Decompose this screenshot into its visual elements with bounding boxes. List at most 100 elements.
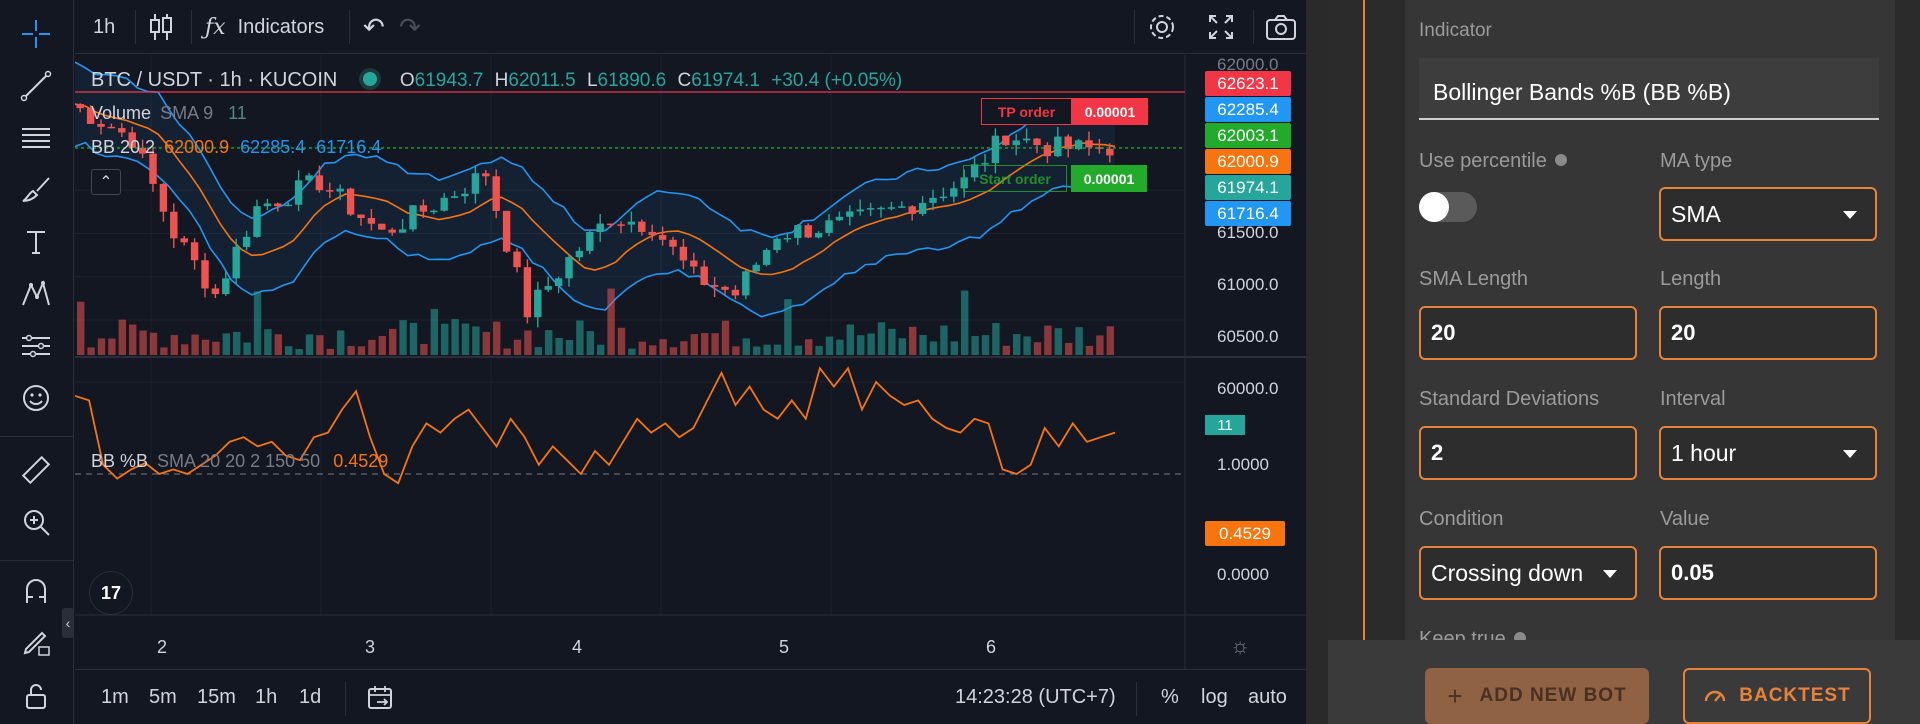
emoji-icon[interactable] (16, 378, 56, 418)
collapse-legend-button[interactable]: ⌃ (91, 169, 121, 195)
trend-line-icon[interactable] (16, 66, 56, 106)
interval-button[interactable]: 1h (93, 15, 116, 38)
candle-body (866, 208, 875, 210)
pattern-icon[interactable] (16, 274, 56, 314)
undo-icon[interactable]: ↶ (363, 11, 385, 42)
volume-bar (867, 333, 875, 355)
candle-body (523, 267, 532, 318)
volume-bar (690, 334, 698, 355)
candle-body (1085, 140, 1093, 148)
value-input[interactable]: 0.05 (1659, 546, 1877, 600)
info-icon[interactable] (1513, 631, 1526, 640)
bbpct-legend: BB %B SMA 20 20 2 150 50 0.4529 (91, 451, 389, 471)
price-tag-bb-basis: 62000.9 (1205, 149, 1291, 174)
length-input[interactable]: 20 (1659, 306, 1877, 360)
ruler-icon[interactable] (16, 450, 56, 490)
price-chart[interactable]: BTC / USDT · 1h · KUCOIN O61943.7 H62011… (75, 55, 1306, 669)
zoom-in-icon[interactable] (16, 502, 56, 542)
brush-icon[interactable] (16, 170, 56, 210)
volume-bar (846, 324, 854, 355)
unlock-icon[interactable] (16, 676, 56, 716)
volume-bar (181, 344, 189, 355)
calendar-range-icon[interactable] (367, 670, 393, 724)
volume-bar (129, 324, 137, 355)
range-15m[interactable]: 15m (197, 686, 236, 708)
candle-body (658, 235, 667, 240)
candle-body (346, 188, 355, 215)
candle-body (565, 257, 573, 279)
range-1m[interactable]: 1m (101, 686, 129, 708)
prediction-icon[interactable] (16, 326, 56, 366)
interval-select[interactable]: 1 hour (1659, 426, 1877, 480)
volume-bar (77, 301, 85, 355)
sma-length-input[interactable]: 20 (1419, 306, 1637, 360)
volume-bar (274, 334, 282, 355)
horizontal-lines-icon[interactable] (16, 118, 56, 158)
volume-bar (836, 339, 844, 355)
std-dev-input[interactable]: 2 (1419, 426, 1637, 480)
settings-gear-icon[interactable] (1147, 0, 1177, 54)
tradingview-logo[interactable]: 17 (89, 571, 133, 615)
redo-icon[interactable]: ↷ (399, 11, 421, 42)
magnet-icon[interactable] (16, 572, 56, 612)
ma-type-select[interactable]: SMA (1659, 187, 1877, 241)
candles-icon[interactable] (147, 0, 175, 54)
osc-tag: 0.4529 (1205, 521, 1285, 546)
volume-bar (1033, 342, 1042, 355)
fullscreen-icon[interactable] (1207, 0, 1235, 54)
percent-scale-toggle[interactable]: % (1161, 686, 1179, 708)
volume-bar (649, 345, 657, 355)
range-1h[interactable]: 1h (255, 686, 278, 708)
range-1d[interactable]: 1d (299, 686, 322, 708)
lock-drawings-icon[interactable] (16, 622, 56, 662)
candle-body (752, 264, 760, 272)
interval-label: Interval (1660, 388, 1726, 410)
add-new-bot-button[interactable]: + ADD NEW BOT (1425, 668, 1649, 724)
camera-icon[interactable] (1265, 0, 1297, 54)
candle-body (190, 242, 199, 261)
candle-body (409, 205, 417, 230)
backtest-button[interactable]: BACKTEST (1683, 668, 1871, 724)
indicator-select[interactable]: Bollinger Bands %B (BB %B) (1419, 58, 1879, 120)
candle-body (700, 266, 708, 286)
candle-body (1043, 145, 1052, 157)
candle-body (263, 203, 272, 207)
volume-bar (222, 333, 230, 355)
chart-canvas[interactable] (75, 55, 1306, 669)
candle-body (242, 236, 251, 247)
log-scale-toggle[interactable]: log (1201, 686, 1228, 708)
candle-body (908, 206, 916, 214)
volume-bar (773, 344, 782, 355)
candle-body (149, 153, 157, 184)
volume-bar (701, 333, 709, 355)
price-level-61000: 61000.0 (1217, 275, 1279, 294)
auto-scale-toggle[interactable]: auto (1248, 686, 1287, 708)
range-5m[interactable]: 5m (149, 686, 177, 708)
panel-divider (1306, 0, 1328, 724)
volume-bar (524, 330, 532, 355)
info-icon[interactable] (1554, 153, 1567, 166)
candle-body (170, 211, 178, 239)
volume-bar (139, 330, 147, 355)
use-percentile-toggle[interactable] (1419, 192, 1477, 222)
candle-body (710, 285, 719, 287)
candle-body (1002, 135, 1010, 146)
volume-bar (420, 343, 428, 355)
volume-bar (451, 319, 459, 355)
candle-body (669, 239, 677, 247)
candle-body (76, 103, 84, 109)
collapse-toolbar-arrow[interactable]: ‹ (62, 608, 74, 638)
axis-settings-icon[interactable]: ☼ (1230, 633, 1251, 658)
indicator-form: Indicator Bollinger Bands %B (BB %B) Use… (1405, 0, 1895, 640)
crosshair-icon[interactable] (16, 14, 56, 54)
volume-tag: 11 (1205, 415, 1245, 435)
candle-body (367, 218, 376, 224)
candle-body (554, 278, 563, 287)
text-icon[interactable] (16, 222, 56, 262)
volume-bar (399, 320, 407, 355)
tp-order-label[interactable]: TP order (981, 98, 1072, 125)
condition-select[interactable]: Crossing down (1419, 546, 1637, 600)
clock-time[interactable]: 14:23:28 (UTC+7) (955, 686, 1116, 708)
indicators-button[interactable]: ƒx Indicators (205, 14, 325, 40)
start-order-label[interactable]: Start order (963, 165, 1067, 192)
